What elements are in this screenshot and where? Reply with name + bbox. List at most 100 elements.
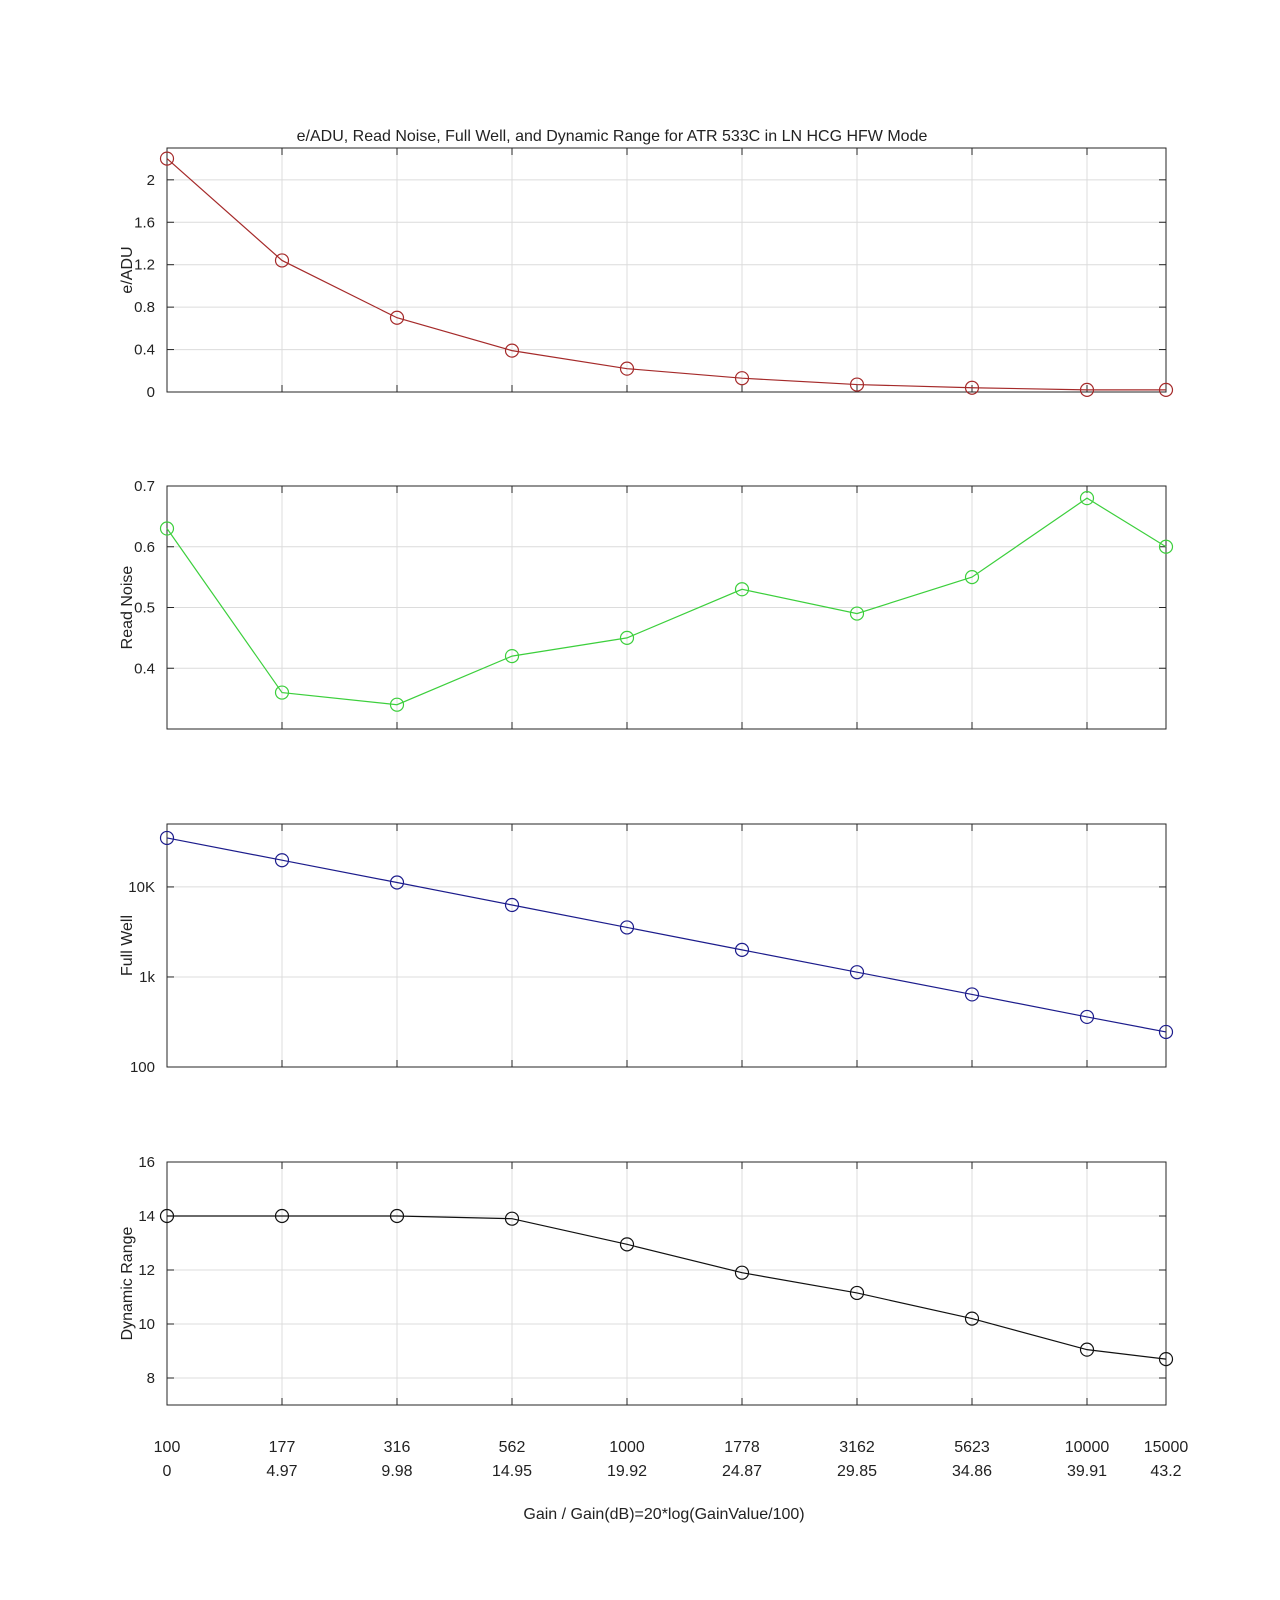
x-tick-label-db: 29.85 — [837, 1463, 877, 1480]
series-line — [166, 158, 1166, 391]
y-tick-label: 10K — [128, 879, 155, 896]
x-tick-label-gain: 5623 — [954, 1439, 990, 1456]
y-tick-label: 100 — [130, 1059, 155, 1076]
y-tick-label: 8 — [147, 1370, 155, 1387]
data-point — [389, 1208, 405, 1224]
x-tick-label-gain: 1000 — [609, 1439, 645, 1456]
data-point — [1079, 1009, 1095, 1025]
data-point — [159, 830, 175, 846]
x-tick-label-db: 34.86 — [952, 1463, 992, 1480]
x-tick-label-db: 39.91 — [1067, 1463, 1107, 1480]
data-point — [1158, 539, 1174, 554]
data-point — [504, 343, 520, 358]
y-axis-label: e/ADU — [119, 246, 136, 293]
panel-2: 0.4 0.5 0.6 0.7 Read Noise — [119, 478, 1174, 730]
chart-title: e/ADU, Read Noise, Full Well, and Dynami… — [297, 128, 928, 145]
data-point — [504, 1211, 520, 1226]
data-point — [1158, 382, 1174, 397]
axes-box — [166, 485, 1167, 730]
y-tick-label: 1.6 — [134, 214, 155, 231]
y-tick-label: 0.6 — [134, 539, 155, 556]
y-axis-label: Read Noise — [119, 566, 136, 650]
data-point — [504, 648, 520, 664]
y-tick-label: 0.4 — [134, 660, 155, 677]
y-tick-label: 0.7 — [134, 478, 155, 495]
y-axis-label: Full Well — [119, 915, 136, 976]
axes-box — [166, 823, 1167, 1068]
data-point — [619, 1237, 635, 1252]
data-point — [964, 570, 980, 585]
data-point — [1158, 1024, 1174, 1040]
panels: 0 0.4 0.8 1.2 1.6 2 e/ADU 0.4 0.5 0.6 0.7 Read Nois… — [119, 147, 1174, 1406]
axes-box — [166, 1161, 1167, 1406]
data-point — [849, 606, 865, 621]
y-tick-label: 0.5 — [134, 600, 155, 617]
x-axis-label: Gain / Gain(dB)=20*log(GainValue/100) — [523, 1506, 804, 1523]
y-tick-label: 0.8 — [134, 299, 155, 316]
data-point — [964, 987, 980, 1002]
y-tick-label: 1k — [139, 969, 155, 986]
data-point — [734, 371, 750, 386]
y-tick-label: 12 — [138, 1262, 155, 1279]
data-point — [849, 1285, 865, 1301]
data-point — [389, 875, 405, 890]
x-tick-label-gain: 177 — [269, 1439, 296, 1456]
y-tick-label: 16 — [138, 1154, 155, 1171]
data-point — [274, 685, 290, 700]
data-point — [734, 582, 750, 597]
data-point — [159, 521, 175, 536]
data-point — [274, 1208, 290, 1224]
x-tick-label-gain: 3162 — [839, 1439, 875, 1456]
data-point — [159, 1208, 175, 1224]
x-tick-label-db: 24.87 — [722, 1463, 762, 1480]
x-tick-label-gain: 316 — [384, 1439, 411, 1456]
data-point — [389, 697, 405, 712]
x-tick-label-db: 0 — [163, 1463, 172, 1480]
y-axis-label: Dynamic Range — [119, 1226, 136, 1340]
data-point — [964, 1311, 980, 1326]
y-tick-label: 2 — [147, 172, 155, 189]
x-tick-label-gain: 10000 — [1065, 1439, 1110, 1456]
series-line — [167, 1215, 1167, 1360]
series-line — [166, 497, 1167, 706]
x-tick-label-gain: 1778 — [724, 1439, 760, 1456]
panel-3: 100 1k 10K Full Well — [119, 823, 1174, 1076]
data-point — [734, 1265, 750, 1280]
x-tick-labels: 10001774.973169.9856214.95100019.9217782… — [154, 1439, 1189, 1480]
x-tick-label-gain: 562 — [499, 1439, 526, 1456]
series-line — [166, 837, 1167, 1033]
data-point — [849, 377, 865, 392]
data-point — [619, 361, 635, 376]
y-tick-label: 10 — [138, 1316, 155, 1333]
x-tick-label-db: 19.92 — [607, 1463, 647, 1480]
data-point — [619, 630, 635, 645]
data-point — [159, 151, 175, 166]
data-point — [1079, 382, 1095, 397]
x-tick-label-db: 43.2 — [1150, 1463, 1181, 1480]
axes-box — [166, 147, 1167, 393]
x-tick-label-db: 4.97 — [266, 1463, 297, 1480]
data-point — [504, 897, 520, 913]
data-point — [274, 253, 290, 268]
panel-4: 8 10 12 14 16 Dynamic Range — [119, 1154, 1174, 1406]
y-tick-label: 14 — [138, 1208, 155, 1225]
y-tick-label: 1.2 — [134, 257, 155, 274]
x-tick-label-db: 9.98 — [381, 1463, 412, 1480]
data-point — [734, 942, 750, 957]
x-tick-label-gain: 100 — [154, 1439, 181, 1456]
data-point — [619, 920, 635, 935]
data-point — [1158, 1351, 1174, 1367]
y-tick-label: 0 — [147, 384, 155, 401]
x-tick-label-db: 14.95 — [492, 1463, 532, 1480]
data-point — [964, 380, 980, 395]
data-point — [849, 965, 865, 980]
y-tick-label: 0.4 — [134, 342, 155, 359]
data-point — [389, 310, 405, 325]
x-tick-label-gain: 15000 — [1144, 1439, 1189, 1456]
data-point — [274, 853, 290, 868]
data-point — [1079, 1342, 1095, 1357]
data-point — [1079, 491, 1095, 506]
panel-1: 0 0.4 0.8 1.2 1.6 2 e/ADU — [119, 147, 1174, 401]
